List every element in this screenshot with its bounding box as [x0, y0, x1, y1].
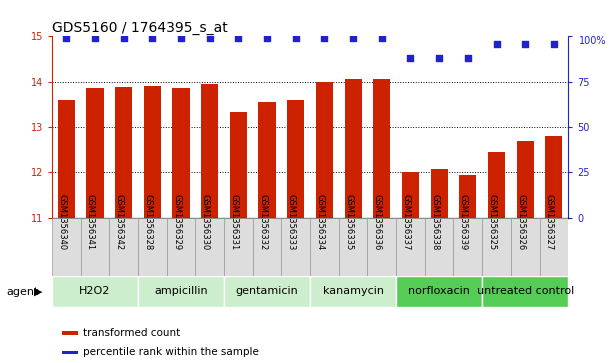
- Bar: [172, 87, 189, 218]
- Text: GSM1356337: GSM1356337: [401, 194, 411, 250]
- Point: [348, 35, 358, 41]
- Point: [406, 55, 415, 61]
- Text: GSM1356334: GSM1356334: [315, 194, 324, 250]
- Bar: [282, 218, 310, 276]
- Text: agent: agent: [6, 287, 38, 297]
- Bar: [316, 82, 333, 218]
- Text: percentile rank within the sample: percentile rank within the sample: [83, 347, 259, 357]
- Bar: [367, 218, 396, 276]
- Bar: [373, 79, 390, 218]
- Point: [205, 35, 214, 41]
- Bar: [57, 100, 75, 218]
- Text: GSM1356329: GSM1356329: [172, 194, 181, 250]
- Bar: [459, 175, 477, 218]
- Text: untreated control: untreated control: [477, 286, 574, 296]
- Bar: [540, 218, 568, 276]
- Text: H2O2: H2O2: [79, 286, 111, 296]
- Point: [492, 41, 502, 46]
- Bar: [62, 331, 78, 335]
- Bar: [517, 141, 534, 218]
- Bar: [138, 218, 167, 276]
- Bar: [258, 102, 276, 218]
- Text: GSM1356333: GSM1356333: [287, 194, 296, 250]
- Text: GSM1356330: GSM1356330: [200, 194, 210, 250]
- Bar: [402, 172, 419, 218]
- Bar: [431, 169, 448, 218]
- Bar: [86, 89, 104, 218]
- Bar: [253, 218, 282, 276]
- Text: transformed count: transformed count: [83, 327, 180, 338]
- Bar: [511, 218, 540, 276]
- Bar: [109, 218, 138, 276]
- Text: GSM1356338: GSM1356338: [430, 194, 439, 250]
- Bar: [310, 218, 338, 276]
- Bar: [224, 218, 253, 276]
- Text: GSM1356327: GSM1356327: [545, 194, 554, 250]
- Point: [61, 35, 71, 41]
- Text: ▶: ▶: [34, 287, 42, 297]
- Point: [291, 35, 301, 41]
- Point: [549, 41, 559, 46]
- Text: GSM1356328: GSM1356328: [144, 194, 152, 250]
- Bar: [52, 276, 138, 307]
- Bar: [287, 100, 304, 218]
- Bar: [224, 276, 310, 307]
- Text: GSM1356341: GSM1356341: [86, 194, 95, 250]
- Text: GSM1356339: GSM1356339: [459, 194, 468, 250]
- Point: [320, 35, 329, 41]
- Text: ampicillin: ampicillin: [154, 286, 208, 296]
- Bar: [138, 276, 224, 307]
- Bar: [115, 87, 132, 218]
- Text: GSM1356326: GSM1356326: [516, 194, 525, 250]
- Point: [90, 35, 100, 41]
- Text: kanamycin: kanamycin: [323, 286, 384, 296]
- Bar: [488, 152, 505, 218]
- Point: [463, 55, 473, 61]
- Bar: [453, 218, 482, 276]
- Point: [233, 35, 243, 41]
- Bar: [52, 218, 81, 276]
- Bar: [310, 276, 396, 307]
- Bar: [545, 136, 563, 218]
- Text: GSM1356336: GSM1356336: [373, 194, 382, 250]
- Bar: [196, 218, 224, 276]
- Point: [176, 35, 186, 41]
- Point: [119, 35, 128, 41]
- Bar: [62, 351, 78, 354]
- Text: GSM1356332: GSM1356332: [258, 194, 267, 250]
- Text: GDS5160 / 1764395_s_at: GDS5160 / 1764395_s_at: [52, 21, 228, 35]
- Bar: [201, 84, 218, 218]
- Bar: [338, 218, 367, 276]
- Bar: [144, 86, 161, 218]
- Text: GSM1356342: GSM1356342: [115, 194, 123, 250]
- Bar: [396, 218, 425, 276]
- Bar: [425, 218, 453, 276]
- Point: [434, 55, 444, 61]
- Point: [521, 41, 530, 46]
- Bar: [167, 218, 196, 276]
- Text: GSM1356340: GSM1356340: [57, 194, 66, 250]
- Bar: [482, 218, 511, 276]
- Text: GSM1356331: GSM1356331: [229, 194, 238, 250]
- Bar: [81, 218, 109, 276]
- Point: [262, 35, 272, 41]
- Text: 100%: 100%: [579, 36, 606, 46]
- Bar: [396, 276, 482, 307]
- Text: norfloxacin: norfloxacin: [408, 286, 470, 296]
- Bar: [230, 112, 247, 218]
- Text: GSM1356325: GSM1356325: [488, 194, 497, 250]
- Text: GSM1356335: GSM1356335: [344, 194, 353, 250]
- Bar: [345, 79, 362, 218]
- Text: gentamicin: gentamicin: [236, 286, 298, 296]
- Bar: [482, 276, 568, 307]
- Point: [147, 35, 157, 41]
- Point: [377, 35, 387, 41]
